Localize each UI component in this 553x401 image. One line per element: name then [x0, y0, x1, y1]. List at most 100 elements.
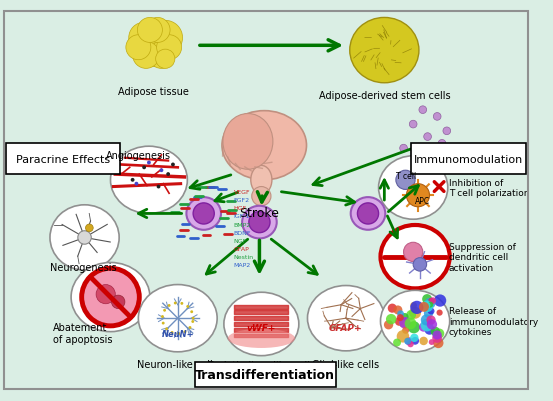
Circle shape [425, 298, 436, 309]
Circle shape [401, 313, 409, 321]
Circle shape [433, 338, 444, 348]
Circle shape [404, 243, 423, 262]
Text: Transdifferentiation: Transdifferentiation [195, 369, 335, 381]
Circle shape [112, 296, 125, 309]
Text: APC: APC [415, 197, 430, 206]
Circle shape [126, 36, 151, 61]
Text: Neurogenesis: Neurogenesis [50, 263, 117, 273]
Text: Angiogenesis: Angiogenesis [106, 151, 171, 161]
Circle shape [402, 327, 409, 334]
Circle shape [405, 337, 413, 345]
Circle shape [384, 320, 393, 330]
Circle shape [397, 314, 404, 321]
Circle shape [419, 302, 429, 312]
Text: GFAP: GFAP [233, 246, 249, 251]
Circle shape [189, 326, 191, 329]
Circle shape [180, 302, 183, 305]
Ellipse shape [251, 166, 272, 195]
Circle shape [145, 18, 170, 43]
Circle shape [137, 18, 163, 43]
Text: BMP2: BMP2 [233, 222, 251, 227]
Circle shape [410, 301, 424, 314]
Circle shape [142, 166, 146, 170]
Circle shape [133, 25, 175, 67]
Circle shape [424, 134, 431, 141]
Circle shape [148, 21, 182, 56]
Ellipse shape [349, 18, 419, 83]
Text: Adipose-derived stem cells: Adipose-derived stem cells [319, 90, 450, 100]
Circle shape [161, 315, 164, 318]
Circle shape [386, 314, 397, 324]
Circle shape [159, 169, 163, 173]
Text: Nestin: Nestin [233, 255, 254, 259]
Circle shape [409, 121, 417, 129]
Circle shape [414, 157, 422, 165]
FancyBboxPatch shape [411, 144, 525, 174]
Circle shape [405, 318, 416, 330]
Circle shape [252, 187, 271, 206]
Circle shape [443, 128, 451, 135]
Circle shape [133, 43, 159, 69]
Circle shape [131, 178, 134, 182]
Text: Abatement
of apoptosis: Abatement of apoptosis [53, 322, 112, 344]
Text: Inhibition of
T cell polarization: Inhibition of T cell polarization [448, 178, 529, 198]
Circle shape [434, 329, 444, 339]
Circle shape [407, 341, 414, 347]
Circle shape [184, 330, 186, 333]
Circle shape [432, 330, 442, 339]
Ellipse shape [186, 198, 221, 230]
Circle shape [163, 309, 166, 312]
Circle shape [419, 322, 428, 332]
Text: FGF2: FGF2 [233, 198, 249, 203]
Circle shape [156, 185, 160, 189]
Circle shape [393, 306, 403, 315]
Circle shape [409, 307, 421, 319]
Circle shape [192, 317, 195, 320]
Circle shape [427, 302, 434, 308]
Circle shape [429, 298, 436, 304]
Text: NeuN+: NeuN+ [161, 329, 194, 338]
Text: BDNF: BDNF [233, 230, 251, 235]
Circle shape [436, 310, 443, 316]
Circle shape [432, 330, 442, 340]
Circle shape [426, 316, 436, 325]
Circle shape [190, 310, 193, 314]
Circle shape [399, 319, 407, 328]
Text: T cell: T cell [396, 172, 416, 181]
Circle shape [438, 140, 446, 148]
Circle shape [434, 113, 441, 121]
Circle shape [171, 331, 174, 334]
Circle shape [424, 309, 433, 318]
Circle shape [427, 320, 437, 330]
Ellipse shape [50, 205, 119, 270]
Circle shape [410, 334, 419, 342]
Circle shape [399, 317, 410, 329]
Circle shape [147, 161, 151, 165]
Circle shape [406, 184, 430, 207]
Circle shape [421, 301, 433, 312]
Circle shape [422, 294, 432, 304]
FancyBboxPatch shape [6, 144, 120, 174]
Circle shape [357, 203, 379, 225]
Circle shape [166, 173, 170, 176]
Circle shape [424, 302, 430, 309]
Circle shape [431, 327, 440, 336]
Ellipse shape [138, 285, 217, 352]
Circle shape [413, 258, 426, 271]
Circle shape [84, 270, 137, 324]
Text: IGF-1: IGF-1 [233, 214, 250, 219]
Circle shape [191, 320, 194, 323]
Ellipse shape [228, 329, 295, 348]
Circle shape [410, 302, 417, 309]
FancyBboxPatch shape [195, 363, 336, 387]
Circle shape [400, 145, 408, 152]
Circle shape [129, 23, 159, 54]
Circle shape [156, 36, 181, 61]
Text: Glial-like cells: Glial-like cells [312, 358, 379, 369]
Ellipse shape [380, 291, 450, 352]
Ellipse shape [380, 225, 450, 289]
Circle shape [421, 315, 432, 326]
Text: Release of
immunomodulatory
cytokines: Release of immunomodulatory cytokines [448, 306, 538, 336]
Ellipse shape [307, 286, 384, 351]
Circle shape [148, 43, 175, 69]
